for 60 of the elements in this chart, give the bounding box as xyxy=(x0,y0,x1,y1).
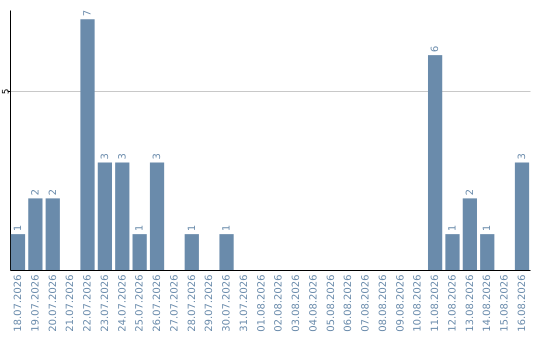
x-tick-label: 06.08.2026 xyxy=(343,274,354,332)
data-label: 2 xyxy=(30,189,42,196)
x-tick-label: 26.07.2026 xyxy=(152,274,164,332)
data-label: 2 xyxy=(464,189,476,196)
x-tick-label: 23.07.2026 xyxy=(100,274,111,332)
x-tick-label: 30.07.2026 xyxy=(222,274,233,332)
bar xyxy=(132,234,147,270)
bar xyxy=(219,234,234,270)
x-tick-label: 25.07.2026 xyxy=(134,274,146,332)
bar xyxy=(115,162,130,270)
x-tick-label: 19.07.2026 xyxy=(30,274,42,332)
x-tick-label: 15.08.2026 xyxy=(500,274,511,332)
x-tick-label: 31.07.2026 xyxy=(238,274,250,332)
x-tick-label: 28.07.2026 xyxy=(186,274,198,332)
data-label: 1 xyxy=(12,224,24,232)
x-tick-label: 10.08.2026 xyxy=(412,274,424,332)
data-label: 3 xyxy=(517,153,528,160)
x-tick-label: 04.08.2026 xyxy=(308,274,320,332)
data-label: 1 xyxy=(134,224,146,232)
x-tick-label: 24.07.2026 xyxy=(117,274,128,332)
x-tick-label: 16.08.2026 xyxy=(517,274,528,332)
data-label: 1 xyxy=(186,224,198,232)
bar xyxy=(10,234,26,270)
data-label: 3 xyxy=(100,153,111,160)
x-tick-label: 02.08.2026 xyxy=(274,274,285,332)
x-tick-label: 21.07.2026 xyxy=(65,274,76,332)
x-tick-label: 29.07.2026 xyxy=(204,274,216,332)
bar xyxy=(46,198,60,270)
data-label: 3 xyxy=(152,153,164,160)
x-tick-label: 13.08.2026 xyxy=(464,274,476,332)
bar xyxy=(184,234,199,270)
data-label: 1 xyxy=(222,224,233,232)
x-tick-label: 27.07.2026 xyxy=(169,274,180,332)
data-label: 1 xyxy=(482,224,494,232)
x-tick-label: 07.08.2026 xyxy=(360,274,372,332)
bar xyxy=(480,234,494,270)
bar xyxy=(514,162,530,270)
data-label: 1 xyxy=(447,224,458,232)
x-tick-label: 03.08.2026 xyxy=(291,274,302,332)
x-tick-label: 20.07.2026 xyxy=(48,274,59,332)
bar xyxy=(150,162,164,270)
x-tick-label: 22.07.2026 xyxy=(82,274,94,332)
bar xyxy=(462,198,477,270)
x-tick-label: 01.08.2026 xyxy=(256,274,268,332)
x-tick-label: 11.08.2026 xyxy=(430,274,442,332)
x-tick-label: 08.08.2026 xyxy=(378,274,389,332)
bar xyxy=(98,162,112,270)
x-tick-label: 12.08.2026 xyxy=(447,274,458,332)
x-tick-label: 18.07.2026 xyxy=(12,274,24,332)
x-tick-label: 05.08.2026 xyxy=(326,274,337,332)
x-tick-label: 09.08.2026 xyxy=(395,274,406,332)
bar xyxy=(428,55,442,270)
data-label: 7 xyxy=(82,10,94,16)
data-label: 6 xyxy=(430,46,442,52)
bar xyxy=(80,19,95,270)
x-tick-label: 14.08.2026 xyxy=(482,274,494,332)
bar xyxy=(28,198,42,270)
data-label: 2 xyxy=(48,189,59,196)
bar xyxy=(445,234,460,270)
data-label: 3 xyxy=(117,153,128,160)
